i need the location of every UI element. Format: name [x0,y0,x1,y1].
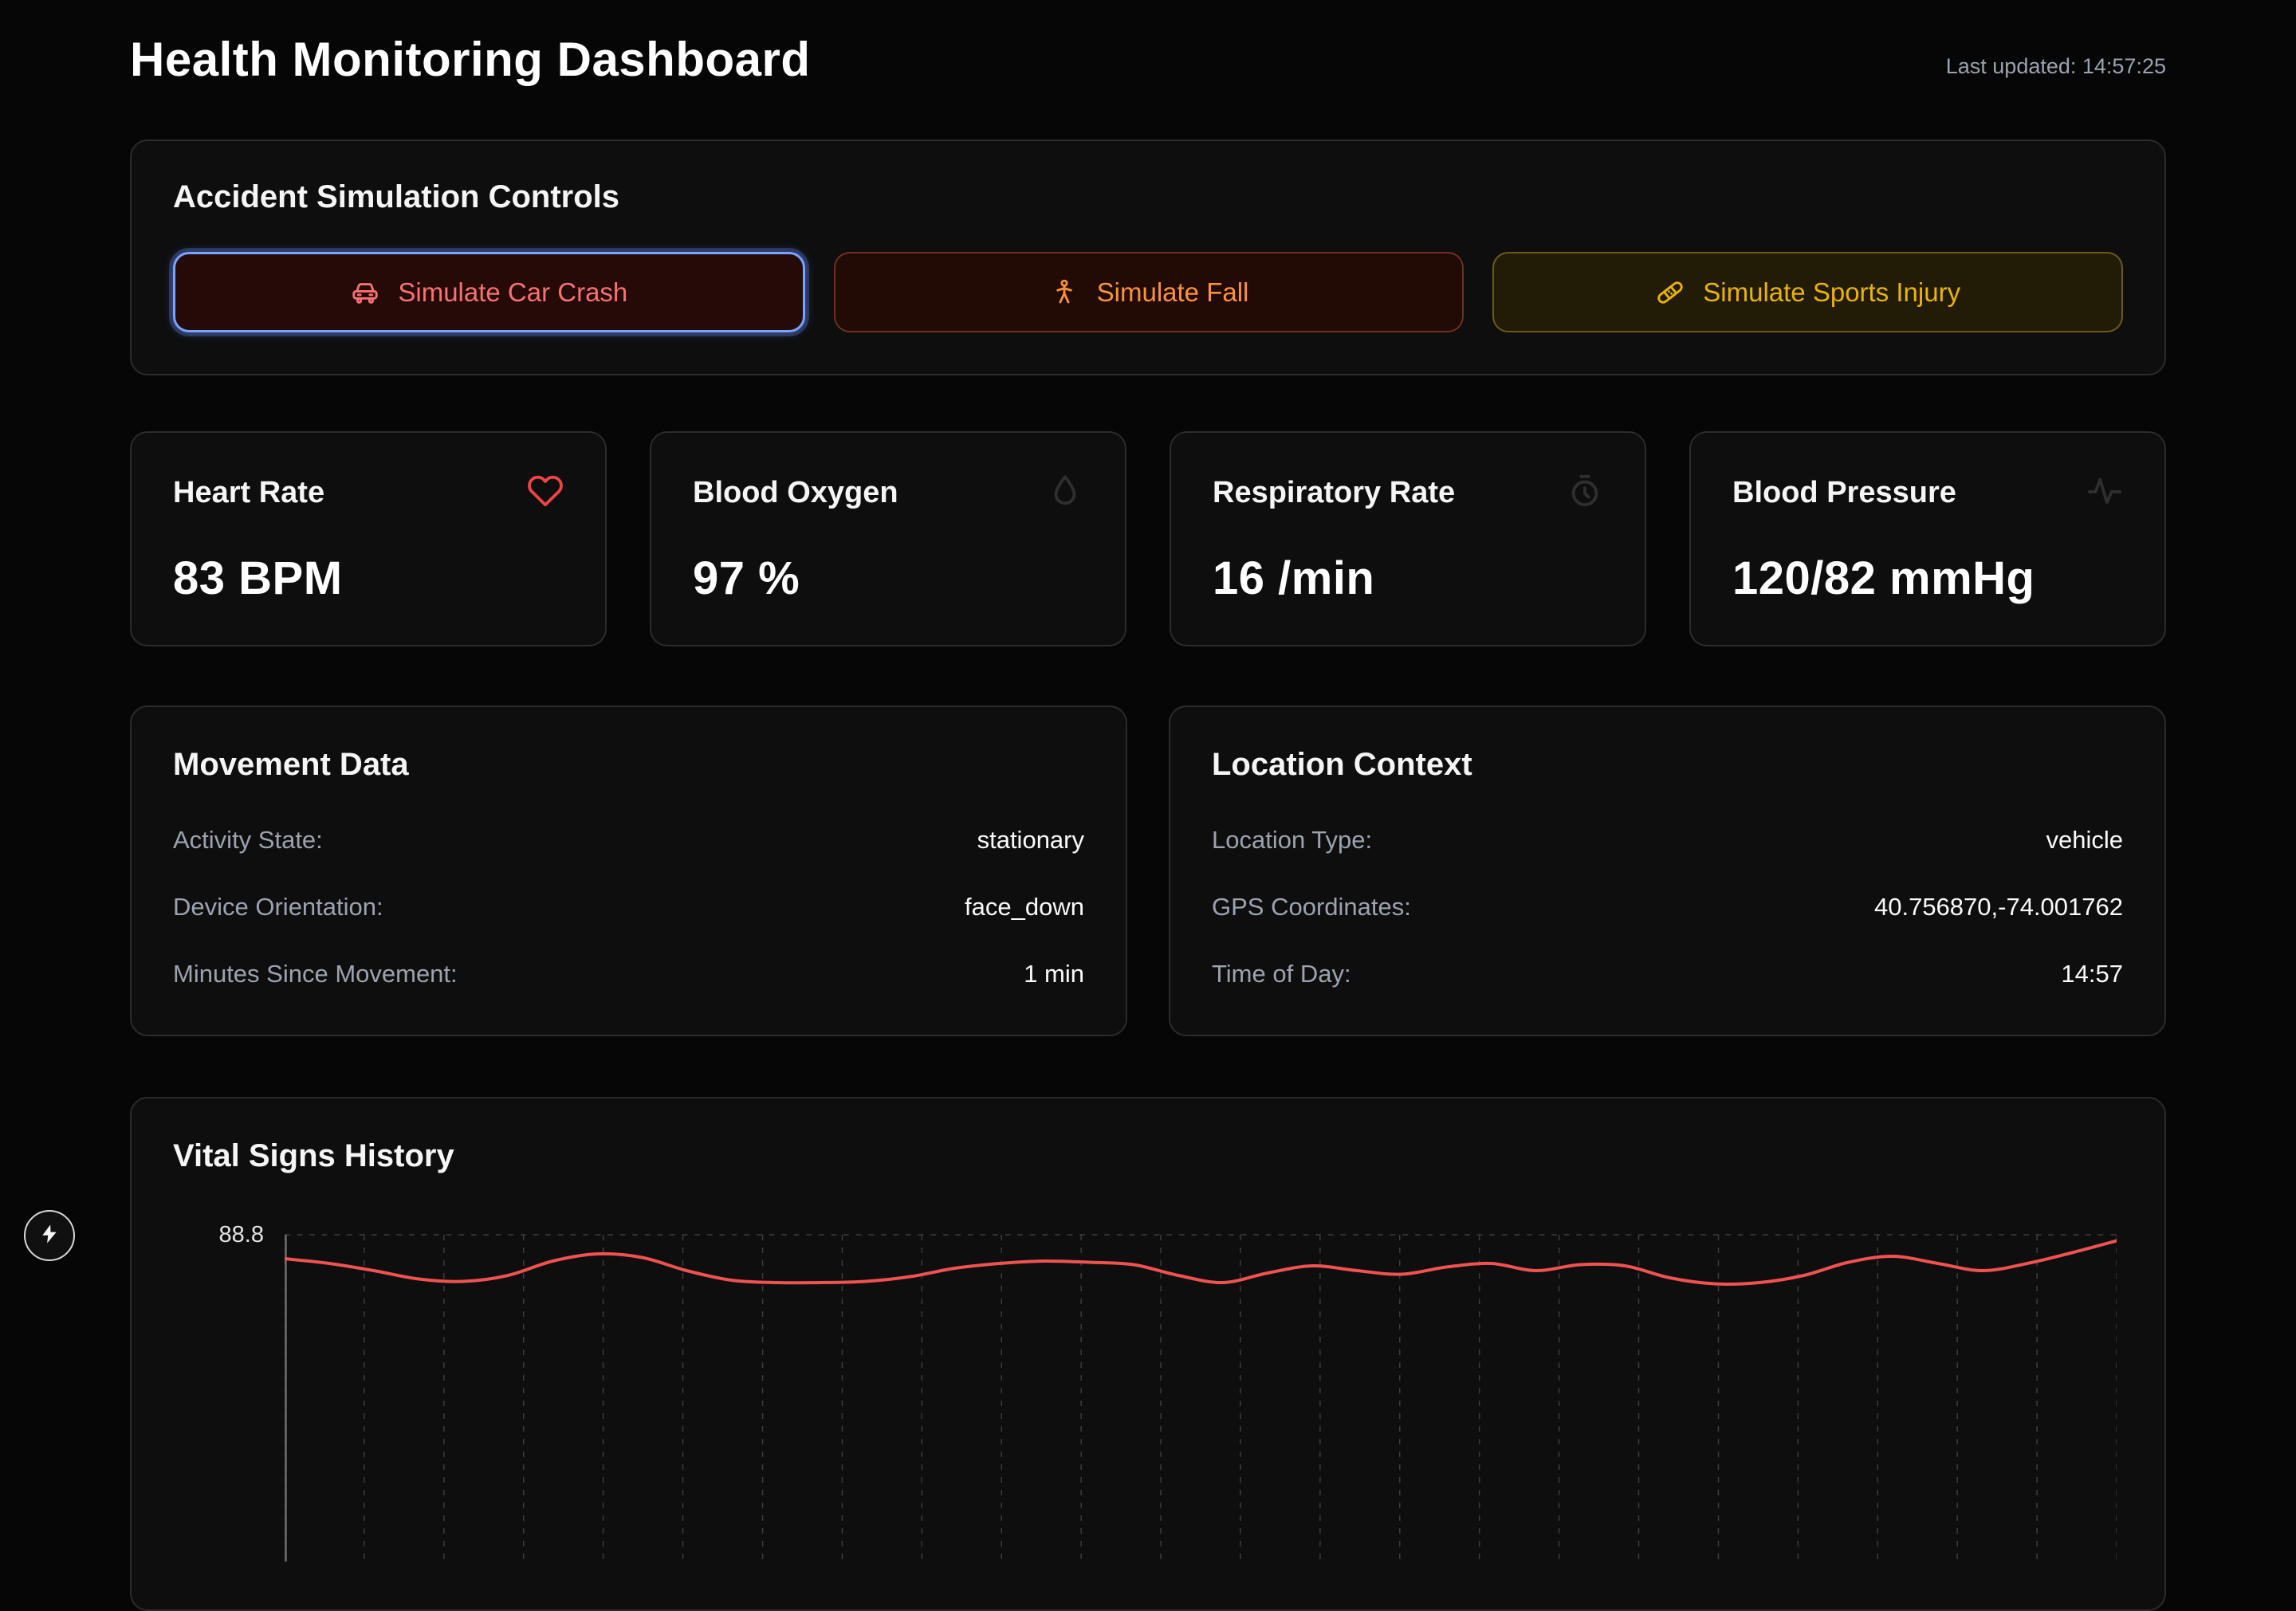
button-label: Simulate Car Crash [398,277,627,308]
vital-signs-history-panel: Vital Signs History 88.8 [130,1097,2166,1611]
location-context-title: Location Context [1212,747,2123,783]
info-label: Activity State: [173,826,323,855]
info-row-location-type: Location Type: vehicle [1212,826,2123,855]
respiratory-rate-card: Respiratory Rate 16 /min [1170,431,1646,646]
lightning-bolt-icon [38,1223,61,1249]
info-label: Time of Day: [1212,960,1351,988]
simulate-sports-injury-button[interactable]: Simulate Sports Injury [1492,252,2123,332]
info-value: 14:57 [2061,960,2123,988]
info-value: stationary [977,826,1084,855]
info-row-activity-state: Activity State: stationary [173,826,1084,855]
metric-label: Respiratory Rate [1213,476,1455,510]
info-value: face_down [965,893,1084,921]
vital-signs-history-title: Vital Signs History [173,1138,2117,1174]
simulation-button-row: Simulate Car Crash Simulate Fall Simulat… [173,252,2123,332]
heart-rate-line-chart [285,1227,2117,1562]
y-axis-tick-label: 88.8 [173,1222,264,1248]
heart-rate-card: Heart Rate 83 BPM [130,431,607,646]
movement-data-card: Movement Data Activity State: stationary… [130,705,1127,1036]
context-cards-row: Movement Data Activity State: stationary… [130,705,2166,1036]
info-label: GPS Coordinates: [1212,893,1411,921]
button-label: Simulate Fall [1097,277,1249,308]
metric-value: 120/82 mmHg [1732,552,2123,605]
accident-simulation-panel: Accident Simulation Controls Simulate Ca… [130,139,2166,375]
simulation-panel-title: Accident Simulation Controls [173,179,2123,215]
last-updated-text: Last updated: 14:57:25 [1946,54,2166,87]
droplet-icon [1047,473,1083,513]
metric-label: Blood Pressure [1732,476,1956,510]
info-label: Location Type: [1212,826,1372,855]
vitals-cards-row: Heart Rate 83 BPM Blood Oxygen 97 % Resp… [130,431,2166,646]
metric-value: 16 /min [1213,552,1603,605]
metric-label: Blood Oxygen [693,476,898,510]
location-context-card: Location Context Location Type: vehicle … [1169,705,2166,1036]
blood-pressure-card: Blood Pressure 120/82 mmHg [1689,431,2166,646]
info-row-time-of-day: Time of Day: 14:57 [1212,960,2123,988]
info-row-gps-coordinates: GPS Coordinates: 40.756870,-74.001762 [1212,893,2123,921]
info-row-device-orientation: Device Orientation: face_down [173,893,1084,921]
stopwatch-icon [1567,473,1603,513]
info-row-minutes-since-movement: Minutes Since Movement: 1 min [173,960,1084,988]
header: Health Monitoring Dashboard Last updated… [130,32,2166,87]
info-value: 1 min [1024,960,1084,988]
falling-person-icon [1049,277,1079,308]
car-icon [350,277,380,308]
simulate-car-crash-button[interactable]: Simulate Car Crash [173,252,805,332]
simulate-fall-button[interactable]: Simulate Fall [834,252,1464,332]
bandage-icon [1655,277,1685,308]
button-label: Simulate Sports Injury [1703,277,1960,308]
info-value: 40.756870,-74.001762 [1874,893,2123,921]
pulse-icon [2086,473,2123,513]
heart-icon [527,473,564,513]
info-value: vehicle [2046,826,2124,855]
movement-data-title: Movement Data [173,747,1084,783]
info-label: Minutes Since Movement: [173,960,458,988]
metric-label: Heart Rate [173,476,324,510]
blood-oxygen-card: Blood Oxygen 97 % [650,431,1126,646]
page-title: Health Monitoring Dashboard [130,32,811,87]
metric-value: 97 % [693,552,1083,605]
vital-signs-chart: 88.8 [173,1227,2117,1562]
info-label: Device Orientation: [173,893,383,921]
metric-value: 83 BPM [173,552,564,605]
quick-action-button[interactable] [24,1210,75,1261]
